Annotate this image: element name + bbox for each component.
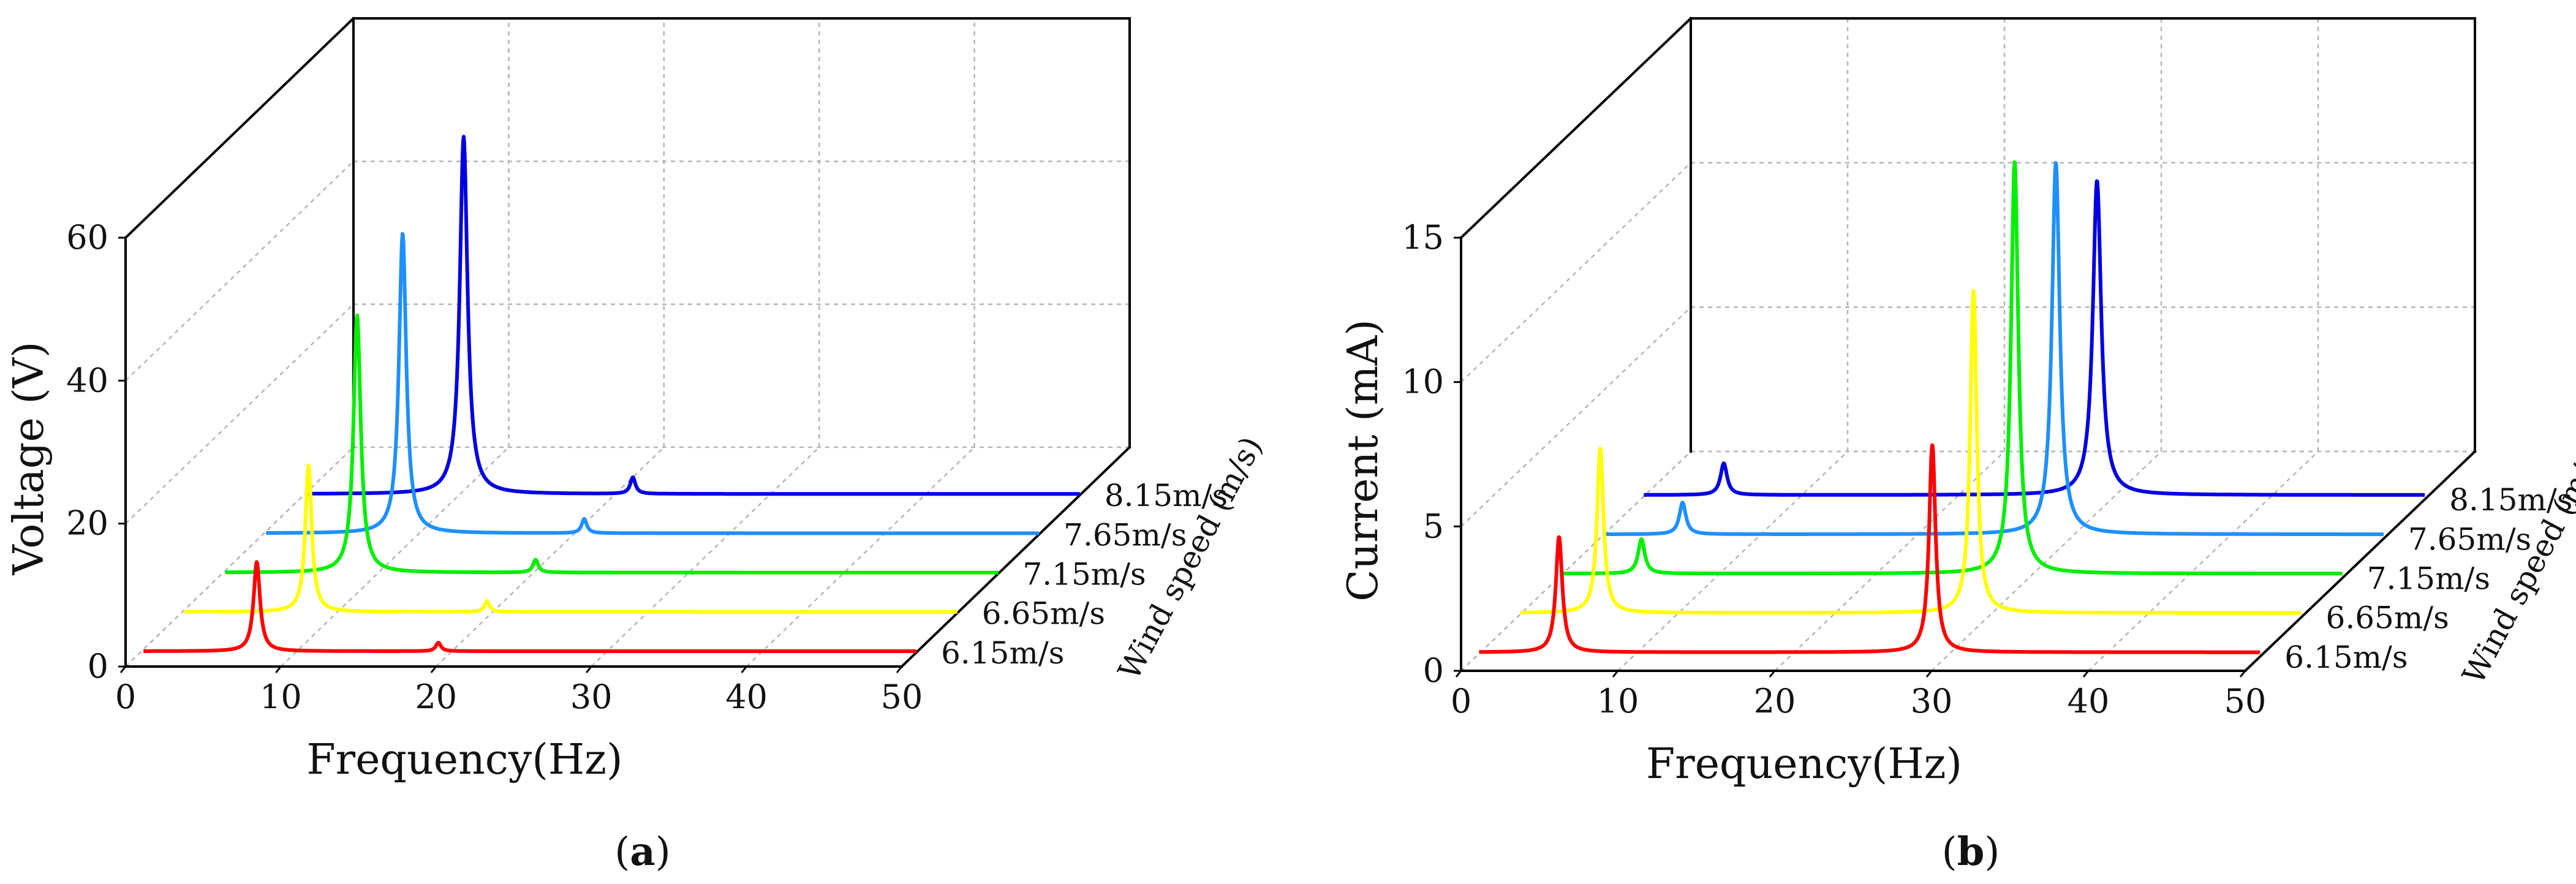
- x-tick-mark: [1612, 670, 1619, 678]
- series-label: 7.65m/s: [2408, 521, 2531, 557]
- panel-a-caption: (a): [614, 829, 670, 875]
- y-tick-label: 20: [66, 504, 108, 543]
- x-tick-mark: [741, 666, 747, 673]
- floor-grid-line: [280, 447, 510, 667]
- series-label: 7.65m/s: [1063, 517, 1187, 553]
- y-tick-label: 0: [88, 647, 108, 686]
- wall-grid-line: [1460, 306, 1691, 527]
- series-line: [305, 135, 1081, 496]
- y-tick-label: 60: [66, 218, 108, 257]
- series-line: [1560, 160, 2344, 576]
- x-tick-mark: [896, 666, 903, 673]
- series-line: [1601, 161, 2385, 537]
- x-tick-mark: [1925, 670, 1933, 678]
- x-tick-label: 0: [115, 678, 136, 716]
- axis-line: [124, 17, 355, 240]
- wall-grid-line: [1460, 451, 1691, 671]
- y-tick-label: 40: [66, 361, 108, 399]
- x-tick-mark: [119, 666, 127, 673]
- series-line: [183, 463, 959, 614]
- wall-grid-line: [125, 161, 354, 382]
- x-tick-label: 30: [570, 678, 613, 716]
- panel-a-chart: 0 10 20 30 40 50 0 20 40 60 Frequency(Hz) Voltage (…: [5, 17, 1269, 784]
- panel-b-caption-letter: b: [1957, 829, 1985, 875]
- series-label: 8.15m/s: [2449, 482, 2572, 518]
- floor-grid-line: [2088, 451, 2319, 671]
- series-label: 6.65m/s: [2326, 600, 2449, 636]
- y-tick-label: 0: [1423, 651, 1444, 690]
- x-tick-label: 10: [260, 678, 302, 716]
- x-tick-mark: [275, 666, 282, 673]
- y-tick-label: 10: [1402, 363, 1444, 401]
- panel-b-caption: (b): [1942, 829, 2000, 875]
- x-tick-label: 50: [2224, 682, 2267, 720]
- x-tick-label: 40: [725, 678, 768, 716]
- series-label: 7.15m/s: [2367, 561, 2490, 596]
- y-tick-label: 5: [1423, 507, 1444, 545]
- y-axis-title: Current (mA): [1339, 319, 1388, 601]
- series-line: [1642, 179, 2427, 497]
- floor-grid-line: [746, 447, 975, 667]
- y-tick-label: 15: [1402, 218, 1444, 257]
- series-traces: 8.15m/s7.65m/s 7.15m/s 6.65m/s 6.15m/s: [1478, 160, 2572, 675]
- x-tick-label: 40: [2068, 682, 2110, 720]
- series-line: [1519, 289, 2303, 615]
- axes-frame: 0 10 20 30 40 50 0 20 40 60: [66, 17, 1131, 716]
- axis-line: [1459, 17, 1693, 240]
- x-tick-mark: [2239, 670, 2246, 678]
- floor-grid-line: [1774, 451, 2005, 671]
- wall-grid-line: [125, 447, 354, 667]
- axes-frame: 0 10 20 30 40 50 0 5 10 15: [1402, 17, 2477, 720]
- series-label: 6.15m/s: [2284, 640, 2408, 675]
- floor-grid-line: [591, 447, 820, 667]
- series-line: [1478, 443, 2262, 654]
- series-line: [224, 313, 1000, 575]
- x-tick-mark: [2082, 670, 2090, 678]
- panel-a-caption-letter: a: [630, 829, 655, 875]
- series-label: 7.15m/s: [1022, 556, 1146, 592]
- series-line: [142, 560, 918, 653]
- x-tick-mark: [430, 666, 437, 673]
- x-tick-label: 50: [881, 678, 923, 716]
- axis-line: [2243, 450, 2477, 673]
- series-label: 8.15m/s: [1105, 478, 1228, 513]
- x-tick-mark: [1769, 670, 1776, 678]
- axis-line: [900, 445, 1131, 668]
- x-tick-mark: [586, 666, 592, 673]
- series-line: [265, 232, 1041, 535]
- series-label: 6.15m/s: [941, 635, 1064, 671]
- series-traces: 8.15m/s 7.65m/s7.15m/s 6.65m/s6.15m/s: [142, 135, 1228, 671]
- wall-grid-line: [125, 303, 354, 524]
- floor-grid-line: [1617, 451, 1848, 671]
- x-tick-label: 20: [1754, 682, 1796, 720]
- x-tick-mark: [1455, 670, 1462, 678]
- grid-lines: [125, 17, 1131, 667]
- x-axis-title: Frequency(Hz): [307, 736, 623, 784]
- x-tick-label: 30: [1911, 682, 1953, 720]
- x-tick-label: 0: [1451, 682, 1471, 720]
- panel-b-chart: 0 10 20 30 40 50 0 5 10 15 Frequency(Hz) Current (m…: [1339, 17, 2576, 788]
- y-axis-title: Voltage (V): [5, 342, 53, 576]
- series-label: 6.65m/s: [982, 596, 1105, 632]
- floor-grid-line: [435, 447, 665, 667]
- x-tick-label: 20: [415, 678, 457, 716]
- x-tick-label: 10: [1597, 682, 1639, 720]
- x-axis-title: Frequency(Hz): [1646, 740, 1962, 788]
- floor-grid-line: [1931, 451, 2162, 671]
- wall-grid-line: [1460, 162, 1691, 383]
